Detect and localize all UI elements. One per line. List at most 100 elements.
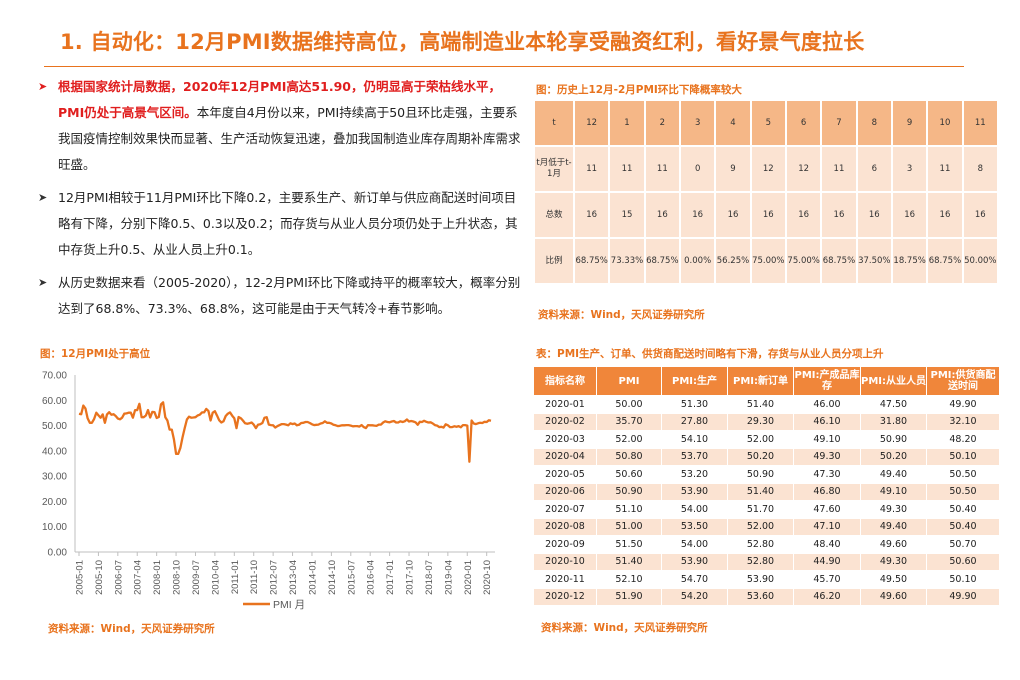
legend-label: PMI 月 [273, 599, 305, 611]
row-label: t [533, 99, 575, 147]
table-cell: 3 [678, 99, 717, 147]
y-tick-label: 0.00 [48, 548, 68, 559]
column-header: 指标名称 [533, 366, 597, 396]
chart-source: 资料来源：Wind，天风证券研究所 [48, 623, 215, 635]
table-cell: 53.90 [661, 482, 728, 501]
column-header: PMI:产成品库存 [793, 366, 861, 396]
table-cell: 5 [749, 99, 787, 147]
table-cell: 29.30 [727, 412, 794, 431]
table-row: 2020-04 50.80 53.70 50.20 49.30 50.20 50.10 [533, 447, 1000, 466]
x-tick-label: 2005-10 [94, 560, 105, 595]
table-cell: 46.20 [793, 587, 861, 606]
table1-source: 资料来源：Wind，天风证券研究所 [538, 309, 705, 321]
table-row: 2020-12 51.90 54.20 53.60 46.20 49.60 49.90 [533, 587, 1000, 606]
page-title: 1. 自动化：12月PMI数据维持高位，高端制造业本轮享受融资红利，看好景气度拉… [60, 30, 865, 54]
column-header: PMI:新订单 [727, 366, 794, 396]
table-cell: 49.60 [860, 587, 927, 606]
table-cell: 2020-11 [533, 570, 597, 589]
table-cell: 53.50 [661, 517, 728, 536]
table-cell: 46.00 [793, 395, 861, 414]
table-cell: 47.30 [793, 465, 861, 484]
bullet-item: ➤ 12月PMI相较于11月PMI环比下降0.2，主要系生产、新订单与供应商配送… [38, 185, 524, 263]
table-cell: 49.90 [926, 395, 1000, 414]
table-cell: 2020-03 [533, 430, 597, 449]
table2-header-row: 指标名称 PMI PMI:生产 PMI:新订单 PMI:产成品库存 PMI:从业人员 PMI… [533, 366, 1000, 396]
table-cell: 50.90 [596, 482, 662, 501]
table-cell: 2020-04 [533, 447, 597, 466]
x-tick-label: 2014-01 [307, 560, 318, 595]
table-cell: 49.60 [860, 535, 927, 554]
table-cell: 6 [855, 145, 893, 193]
table-cell: 53.90 [727, 570, 794, 589]
table-cell: 2020-06 [533, 482, 597, 501]
table1-row: t月低于t-1月 11 11 11 0 9 12 12 11 6 3 11 8 [533, 145, 1000, 193]
table-cell: 2020-09 [533, 535, 597, 554]
table-cell: 49.10 [793, 430, 861, 449]
table-cell: 54.00 [661, 500, 728, 519]
x-tick-label: 2009-07 [191, 560, 202, 595]
table-cell: 52.00 [727, 430, 794, 449]
table-row: 2020-01 50.00 51.30 51.40 46.00 47.50 49.90 [533, 395, 1000, 414]
table-row: 2020-07 51.10 54.00 51.70 47.60 49.30 50.40 [533, 500, 1000, 519]
y-tick-label: 40.00 [42, 446, 67, 457]
row-label: t月低于t-1月 [533, 145, 575, 193]
table-row: 2020-02 35.70 27.80 29.30 46.10 31.80 32.10 [533, 412, 1000, 431]
table-row: 2020-06 50.90 53.90 51.40 46.80 49.10 50.50 [533, 482, 1000, 501]
table-cell: 11 [608, 145, 646, 193]
table-cell: 10 [926, 99, 964, 147]
x-tick-label: 2011-10 [249, 560, 260, 594]
row-label: 比例 [533, 237, 575, 285]
bullet-text: 12月PMI相较于11月PMI环比下降0.2，主要系生产、新订单与供应商配送时间… [58, 190, 518, 257]
table-cell: 2020-02 [533, 412, 597, 431]
pmi-subindex-table: 指标名称 PMI PMI:生产 PMI:新订单 PMI:产成品库存 PMI:从业人员 PMI… [533, 366, 1000, 606]
arrow-icon: ➤ [38, 276, 48, 289]
x-tick-label: 2011-01 [230, 560, 241, 594]
table-cell: 47.60 [793, 500, 861, 519]
arrow-icon: ➤ [38, 80, 48, 93]
table-cell: 16 [890, 191, 929, 239]
x-tick-label: 2019-04 [443, 560, 454, 595]
table-cell: 48.40 [793, 535, 861, 554]
table-cell: 2020-05 [533, 465, 597, 484]
x-tick-label: 2012-07 [269, 560, 280, 595]
bullet-item: ➤ 从历史数据来看（2005-2020），12-2月PMI环比下降或持平的概率较… [38, 270, 524, 322]
table-cell: 27.80 [661, 412, 728, 431]
table-cell: 68.75% [643, 237, 681, 285]
table-cell: 8 [961, 145, 1000, 193]
table-cell: 0 [678, 145, 717, 193]
table-cell: 48.20 [926, 430, 1000, 449]
x-tick-label: 2020-01 [463, 560, 474, 595]
table-cell: 52.80 [727, 535, 794, 554]
table-cell: 15 [608, 191, 646, 239]
table-cell: 7 [820, 99, 858, 147]
table-cell: 50.40 [926, 517, 1000, 536]
chart-caption: 图：12月PMI处于高位 [40, 348, 151, 360]
table-row: 2020-09 51.50 54.00 52.80 48.40 49.60 50.70 [533, 535, 1000, 554]
table1-header-row: t 12 1 2 3 4 5 6 7 8 9 10 11 [533, 99, 1000, 147]
table2-caption: 表：PMI生产、订单、供货商配送时间略有下滑，存货与从业人员分项上升 [536, 348, 884, 360]
table-cell: 75.00% [784, 237, 823, 285]
table-cell: 8 [855, 99, 893, 147]
table-cell: 49.50 [860, 570, 927, 589]
table-cell: 49.30 [793, 447, 861, 466]
table-cell: 16 [643, 191, 681, 239]
table-cell: 53.70 [661, 447, 728, 466]
x-tick-label: 2008-10 [172, 560, 183, 595]
table-cell: 16 [926, 191, 964, 239]
table-row: 2020-10 51.40 53.90 52.80 44.90 49.30 50.60 [533, 552, 1000, 571]
x-tick-label: 2017-01 [385, 560, 396, 595]
table1-row: 总数 16 15 16 16 16 16 16 16 16 16 16 16 [533, 191, 1000, 239]
y-tick-label: 60.00 [42, 396, 67, 407]
table-cell: 2020-01 [533, 395, 597, 414]
table-cell: 50.20 [860, 447, 927, 466]
x-tick-label: 2005-01 [75, 560, 86, 595]
x-tick-label: 2017-10 [405, 560, 416, 595]
table-cell: 11 [961, 99, 1000, 147]
table-cell: 53.90 [661, 552, 728, 571]
x-tick-label: 2020-10 [482, 560, 493, 595]
table-cell: 50.60 [926, 552, 1000, 571]
table-cell: 50.50 [926, 465, 1000, 484]
table-cell: 52.80 [727, 552, 794, 571]
column-header: PMI:生产 [661, 366, 728, 396]
table-cell: 50.00% [961, 237, 1000, 285]
